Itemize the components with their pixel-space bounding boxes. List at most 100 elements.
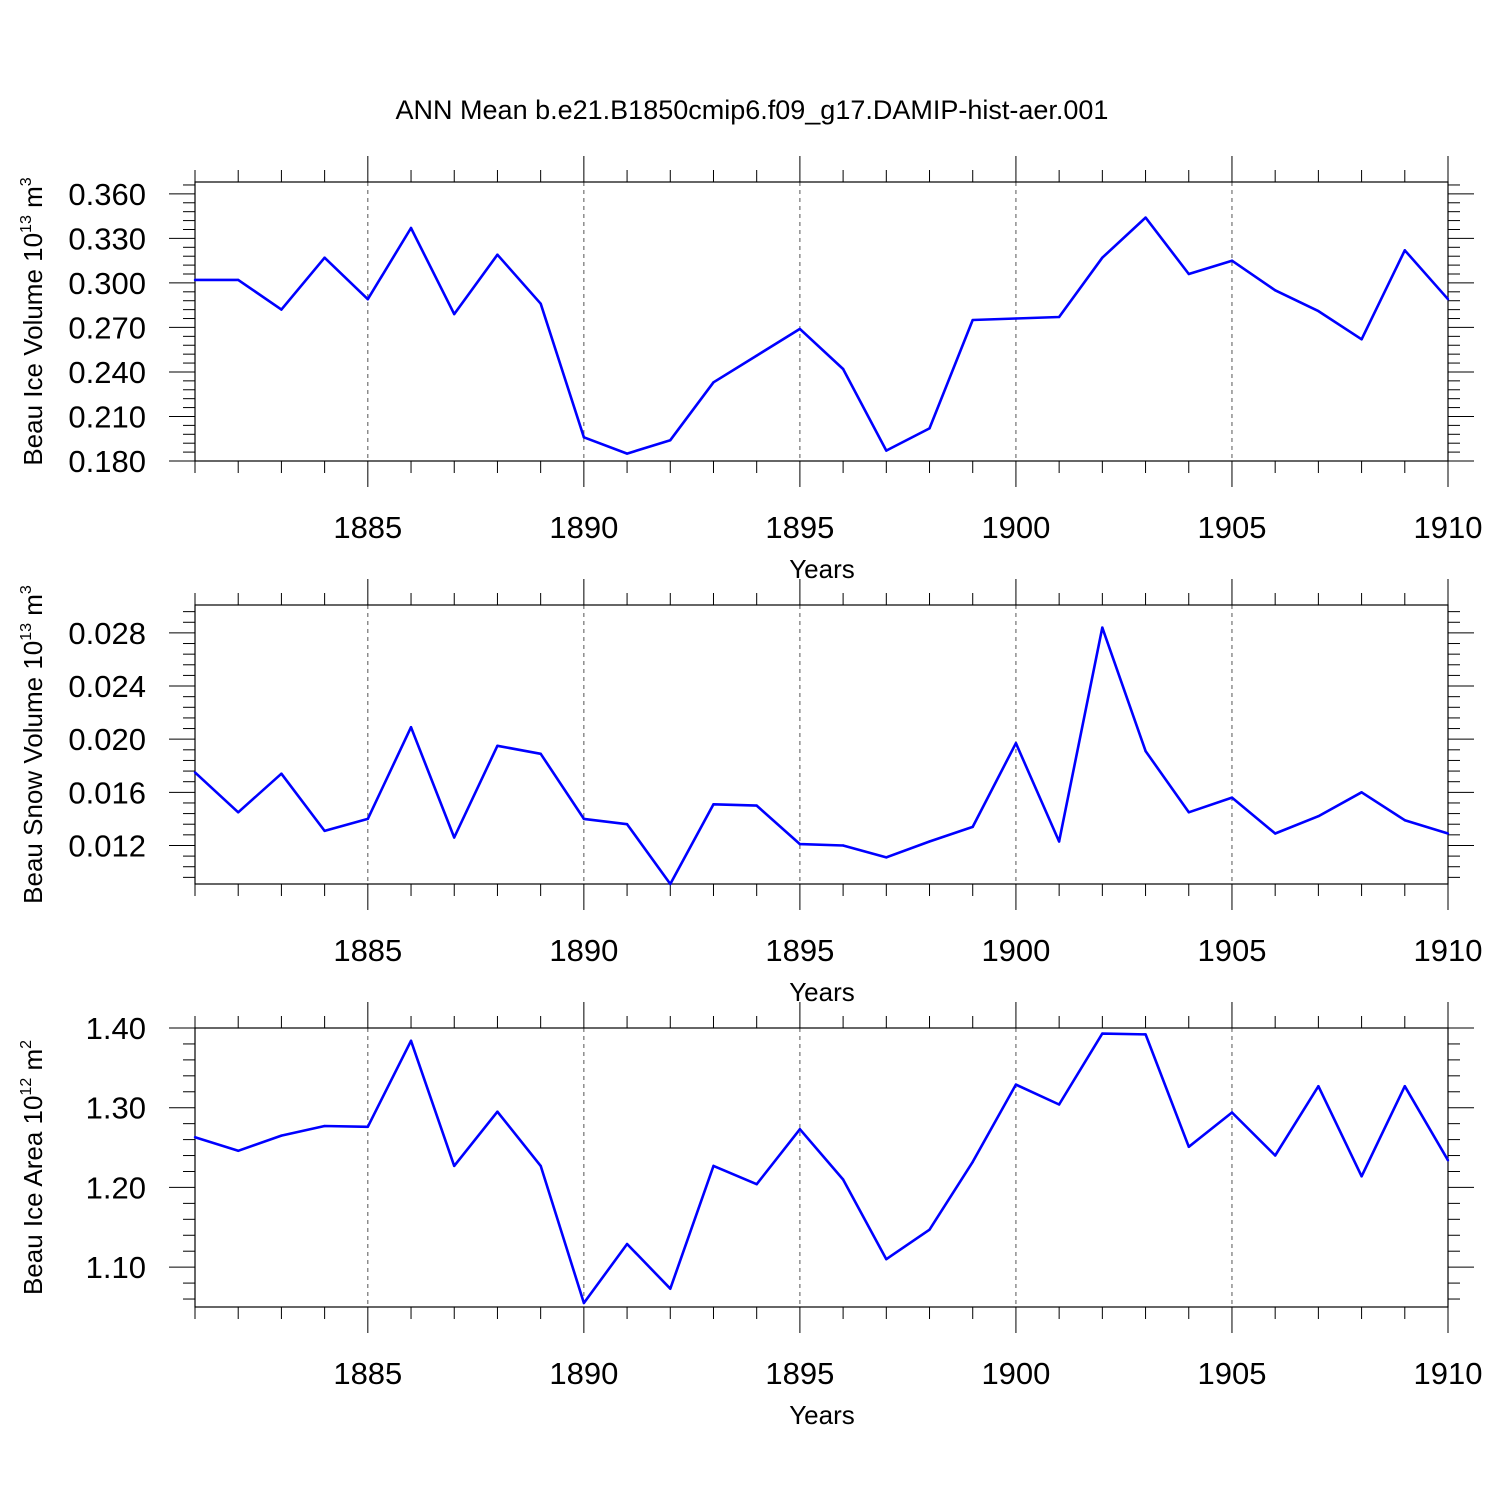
data-point xyxy=(1360,338,1363,341)
data-point xyxy=(971,1160,974,1164)
data-point xyxy=(1101,256,1104,259)
series-line-ice-volume xyxy=(195,216,1449,455)
data-point xyxy=(496,1110,499,1113)
data-point xyxy=(1230,796,1234,799)
data-point xyxy=(885,1257,888,1261)
data-point xyxy=(237,811,240,814)
panel-snow-volume: 0.012 0.016 0.020 0.024 0.028 1885 1890 1895 190… xyxy=(18,579,1482,1007)
data-point xyxy=(496,253,499,256)
data-point xyxy=(193,278,197,282)
x-tick-label: 1905 xyxy=(1197,933,1266,968)
data-point xyxy=(1317,309,1320,313)
x-axis-label: Years xyxy=(789,1400,855,1430)
data-point xyxy=(582,1301,586,1305)
plot-frame xyxy=(194,1027,1449,1308)
data-point xyxy=(971,318,974,322)
data-point xyxy=(453,312,456,316)
chart-title: ANN Mean b.e21.B1850cmip6.f09_g17.DAMIP-… xyxy=(396,95,1109,125)
y-tick-label: 0.016 xyxy=(68,775,146,810)
data-point xyxy=(798,327,802,331)
data-point xyxy=(582,436,586,439)
y-axis-label: Beau Ice Volume 1013 m3 xyxy=(18,177,48,465)
data-point xyxy=(971,825,974,829)
panel-ice-area: 1.10 1.20 1.30 1.40 1885 1890 1895 1900 1905 1910… xyxy=(18,1002,1482,1430)
data-point xyxy=(755,354,758,357)
data-point xyxy=(582,817,586,821)
x-tick-label: 1900 xyxy=(981,1356,1050,1391)
x-axis-label: Years xyxy=(789,977,855,1007)
data-point xyxy=(625,823,629,826)
y-tick-label: 1.10 xyxy=(86,1250,146,1285)
x-tick-label: 1885 xyxy=(333,510,402,545)
data-point xyxy=(366,817,370,821)
plot-frame xyxy=(194,604,1449,885)
x-tick-label: 1910 xyxy=(1414,933,1483,968)
data-point xyxy=(409,726,413,729)
y-tick-label: 0.180 xyxy=(68,444,146,479)
y-tick-label: 0.012 xyxy=(68,828,146,863)
data-point xyxy=(1403,1084,1406,1088)
y-tick-label: 0.330 xyxy=(68,221,146,256)
data-point xyxy=(280,308,283,311)
data-point xyxy=(1057,1103,1061,1106)
x-tick-label: 1885 xyxy=(333,1356,402,1391)
data-point xyxy=(280,1134,283,1137)
data-point xyxy=(1014,317,1018,320)
y-tick-label: 0.300 xyxy=(68,266,146,301)
data-point xyxy=(712,803,715,806)
data-point xyxy=(1273,289,1277,292)
y-tick-label: 0.024 xyxy=(68,669,146,704)
data-point xyxy=(841,1178,845,1181)
data-point xyxy=(1187,272,1190,276)
data-point xyxy=(1403,249,1406,252)
x-tick-label: 1895 xyxy=(765,510,834,545)
data-point xyxy=(1360,791,1363,794)
data-point xyxy=(928,1228,931,1231)
data-point xyxy=(1230,259,1234,262)
data-point xyxy=(237,1149,240,1152)
data-point xyxy=(885,856,888,859)
x-tick-label: 1895 xyxy=(765,1356,834,1391)
x-tick-label: 1910 xyxy=(1414,510,1483,545)
data-point xyxy=(669,439,672,442)
x-tick-label: 1890 xyxy=(549,510,618,545)
x-tick-label: 1910 xyxy=(1414,1356,1483,1391)
data-point xyxy=(798,842,802,846)
y-axis-label: Beau Ice Area 1012 m2 xyxy=(18,1040,48,1295)
data-point xyxy=(798,1128,802,1131)
data-point xyxy=(539,752,542,755)
data-point xyxy=(1446,298,1450,301)
data-point xyxy=(712,1164,715,1168)
data-point xyxy=(1057,315,1061,319)
data-point xyxy=(1273,1154,1277,1157)
x-tick-label: 1900 xyxy=(981,510,1050,545)
data-point xyxy=(1101,626,1104,629)
data-point xyxy=(539,1164,542,1168)
data-point xyxy=(280,772,283,775)
y-axis-label: Beau Snow Volume 1013 m3 xyxy=(18,585,48,904)
y-tick-label: 0.210 xyxy=(68,399,146,434)
data-point xyxy=(237,278,240,282)
data-point xyxy=(1187,1145,1190,1148)
data-point xyxy=(841,367,845,371)
x-tick-label: 1905 xyxy=(1197,1356,1266,1391)
data-point xyxy=(323,256,326,259)
data-point xyxy=(323,1124,326,1128)
panel-ice-volume: 0.180 0.210 0.240 0.270 0.300 0.330 0.360 1885 1… xyxy=(18,156,1482,584)
data-point xyxy=(885,449,888,452)
x-tick-label: 1905 xyxy=(1197,510,1266,545)
data-point xyxy=(1446,832,1450,835)
data-point xyxy=(409,1039,413,1042)
data-point xyxy=(453,836,456,839)
y-tick-label: 1.30 xyxy=(86,1091,146,1126)
data-point xyxy=(1230,1111,1234,1114)
x-tick-label: 1895 xyxy=(765,933,834,968)
data-point xyxy=(1317,1084,1320,1088)
x-tick-label: 1890 xyxy=(549,1356,618,1391)
data-point xyxy=(1360,1175,1363,1178)
data-point xyxy=(323,829,326,833)
data-point xyxy=(1144,1033,1147,1036)
data-point xyxy=(453,1164,456,1168)
